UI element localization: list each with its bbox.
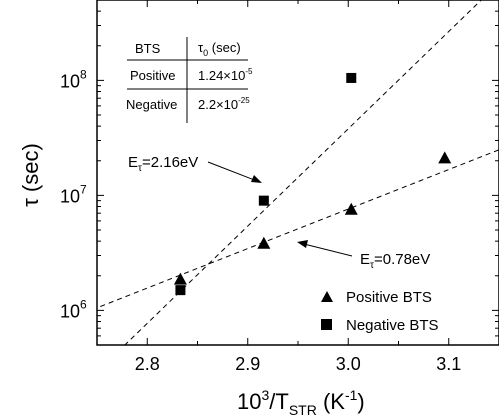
legend: Positive BTS Negative BTS	[321, 289, 439, 334]
y-axis-title: τ(sec)	[18, 143, 43, 207]
annotation-0.78-label: Eτ=0.78eV	[360, 251, 430, 271]
table-row-positive-label: Positive	[130, 68, 176, 83]
x-tick-label: 3.0	[336, 354, 361, 374]
y-axis-ticks: 106 107 108	[60, 67, 499, 321]
fit-line-negative	[124, 0, 483, 345]
x-axis-title: 103/TSTR (K-1)	[237, 387, 365, 418]
y-tick-label: 107	[60, 182, 87, 206]
marker-positive-2	[257, 236, 271, 249]
x-axis-ticks: 2.8 2.9 3.0 3.1	[135, 0, 461, 374]
y-tick-label: 106	[60, 297, 87, 321]
annotation-0.78-arrowhead	[297, 240, 308, 248]
annotation-2.16-label: Eτ=2.16eV	[128, 154, 198, 174]
x-tick-label: 2.8	[135, 354, 160, 374]
annotation-0.78-arrow	[303, 243, 353, 257]
legend-label-negative: Negative BTS	[346, 317, 439, 334]
table-header-tau: τ0 (sec)	[198, 40, 241, 58]
inset-table: BTS τ0 (sec) Positive 1.24×10-5 Negative…	[126, 37, 253, 123]
x-tick-label: 2.9	[235, 354, 260, 374]
legend-label-positive: Positive BTS	[346, 289, 432, 306]
table-row-positive-value: 1.24×10-5	[198, 67, 253, 83]
x-tick-label: 3.1	[436, 354, 461, 374]
table-row-negative-label: Negative	[126, 97, 177, 112]
marker-negative-3	[346, 72, 357, 83]
annotation-2.16-arrowhead	[251, 175, 262, 183]
fit-lines	[97, 0, 499, 345]
y-tick-label: 108	[60, 67, 87, 91]
annotation-0.78: Eτ=0.78eV	[297, 240, 430, 271]
annotation-2.16-arrow	[207, 161, 258, 182]
annotation-2.16: Eτ=2.16eV	[128, 154, 262, 183]
marker-negative-2	[258, 195, 269, 206]
minor-ticks	[96, 0, 499, 346]
table-header-bts: BTS	[135, 41, 161, 56]
marker-positive-4	[438, 151, 452, 164]
legend-marker-negative	[321, 319, 332, 330]
marker-positive-1	[173, 272, 187, 285]
legend-marker-positive	[321, 291, 333, 302]
marker-positive-3	[344, 202, 358, 215]
table-row-negative-value: 2.2×10-25	[198, 96, 250, 112]
data-markers	[173, 72, 452, 296]
marker-negative-1	[175, 285, 186, 296]
